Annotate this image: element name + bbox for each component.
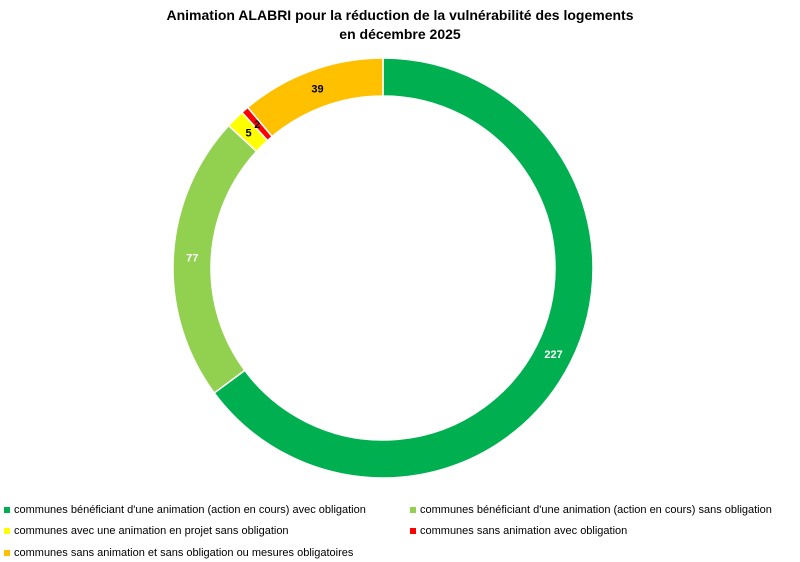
data-label-4: 2 (254, 119, 260, 131)
legend-item-2: communes bénéficiant d'une animation (ac… (410, 503, 772, 517)
chart-title-line-1: Animation ALABRI pour la réduction de la… (166, 7, 634, 23)
legend-label-1: communes bénéficiant d'une animation (ac… (14, 504, 366, 516)
chart-title-line-2: en décembre 2025 (339, 26, 461, 42)
chart-legend: communes bénéficiant d'une animation (ac… (0, 500, 800, 562)
legend-swatch-1 (4, 507, 10, 513)
legend-item-3: communes avec une animation en projet sa… (4, 524, 289, 538)
legend-swatch-5 (4, 550, 10, 556)
legend-label-3: communes avec une animation en projet sa… (14, 525, 289, 537)
donut-chart: 227 77 52 39 (172, 57, 594, 479)
legend-swatch-4 (410, 528, 416, 534)
legend-label-4: communes sans animation avec obligation (420, 525, 628, 537)
legend-label-5: communes sans animation et sans obligati… (14, 547, 354, 559)
chart-title: Animation ALABRI pour la réduction de la… (0, 6, 800, 44)
legend-label-2: communes bénéficiant d'une animation (ac… (420, 504, 772, 516)
data-label-3: 5 (245, 127, 251, 139)
donut-slice-1 (213, 57, 594, 479)
legend-item-1: communes bénéficiant d'une animation (ac… (4, 503, 366, 517)
legend-swatch-2 (410, 507, 416, 513)
legend-swatch-3 (4, 528, 10, 534)
data-label-1: 227 (544, 349, 562, 361)
legend-item-5: communes sans animation et sans obligati… (4, 546, 353, 560)
data-label-2: 77 (186, 253, 198, 265)
legend-item-4: communes sans animation avec obligation (410, 524, 627, 538)
data-label-5: 39 (311, 84, 323, 96)
donut-slice-5 (246, 57, 384, 138)
